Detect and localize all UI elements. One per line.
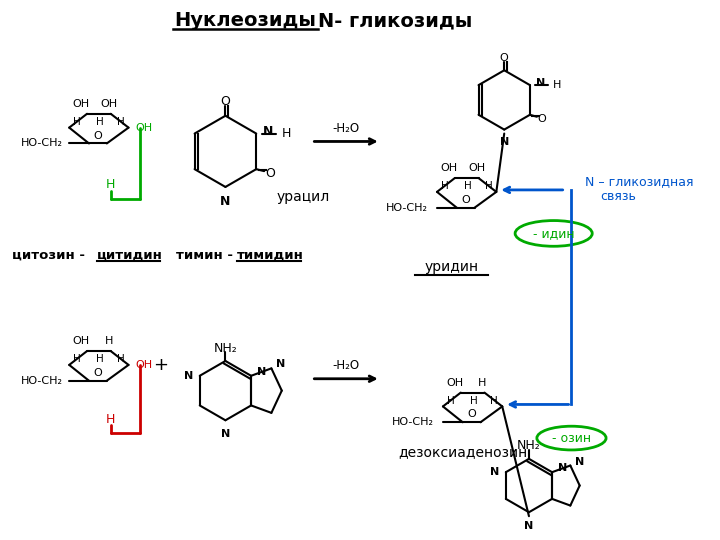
Text: цитозин -: цитозин -: [12, 248, 89, 262]
Text: OH: OH: [136, 123, 153, 133]
Text: OH: OH: [73, 99, 89, 109]
Text: N: N: [221, 429, 230, 439]
Text: H: H: [117, 354, 125, 364]
Text: O: O: [462, 195, 470, 205]
Text: - идин: - идин: [533, 227, 575, 240]
Text: N: N: [264, 125, 274, 138]
Text: OH: OH: [100, 99, 117, 109]
Text: H: H: [73, 117, 81, 127]
Text: H: H: [73, 354, 81, 364]
Text: O: O: [265, 167, 275, 180]
Text: H: H: [464, 181, 472, 191]
Text: H: H: [96, 354, 104, 364]
Text: O: O: [467, 409, 476, 420]
Text: урацил: урацил: [276, 190, 330, 204]
Text: -H₂O: -H₂O: [333, 360, 359, 373]
Text: H: H: [447, 395, 455, 406]
Text: H: H: [469, 395, 477, 406]
Text: N: N: [490, 467, 499, 477]
Text: HO-CH₂: HO-CH₂: [21, 376, 63, 386]
Text: H: H: [96, 117, 104, 127]
Text: H: H: [441, 181, 449, 191]
Text: OH: OH: [441, 163, 457, 173]
Text: H: H: [490, 395, 498, 406]
Text: тимидин: тимидин: [238, 248, 304, 262]
Text: NH₂: NH₂: [214, 342, 238, 355]
Text: OH: OH: [73, 336, 89, 346]
Text: H: H: [117, 117, 125, 127]
Text: H: H: [104, 336, 113, 346]
Text: O: O: [537, 114, 546, 124]
Text: связь: связь: [600, 190, 636, 204]
Text: N: N: [536, 78, 545, 88]
Text: H: H: [478, 377, 487, 388]
Text: тимин -: тимин -: [176, 248, 238, 262]
Text: дезоксиаденозин: дезоксиаденозин: [398, 445, 527, 459]
Text: N: N: [575, 456, 585, 467]
Text: O: O: [220, 96, 230, 109]
Text: N: N: [220, 195, 230, 208]
Text: H: H: [485, 181, 492, 191]
Text: O: O: [94, 131, 102, 140]
Text: -H₂O: -H₂O: [333, 122, 359, 135]
Text: O: O: [94, 368, 102, 378]
Text: OH: OH: [446, 377, 464, 388]
Text: HO-CH₂: HO-CH₂: [392, 417, 434, 427]
Text: O: O: [500, 53, 508, 63]
Text: N: N: [257, 367, 266, 377]
Text: N: N: [184, 371, 193, 381]
Text: HO-CH₂: HO-CH₂: [387, 202, 428, 213]
Text: HO-CH₂: HO-CH₂: [21, 138, 63, 149]
Text: OH: OH: [136, 360, 153, 370]
Text: N: N: [524, 521, 534, 531]
Text: H: H: [106, 413, 115, 426]
Text: цитидин: цитидин: [97, 248, 163, 262]
Text: +: +: [153, 356, 168, 374]
Text: H: H: [282, 127, 292, 140]
Text: H: H: [553, 80, 561, 90]
Text: NH₂: NH₂: [517, 440, 541, 453]
Text: N: N: [500, 137, 509, 146]
Text: N- гликозиды: N- гликозиды: [318, 11, 472, 30]
Text: - озин: - озин: [552, 431, 591, 444]
Text: OH: OH: [468, 163, 485, 173]
Text: N: N: [276, 360, 286, 369]
Text: уридин: уридин: [425, 260, 479, 274]
Text: H: H: [106, 179, 115, 192]
Text: N – гликозидная: N – гликозидная: [585, 176, 694, 188]
Text: N: N: [558, 463, 567, 473]
Text: Нуклеозиды: Нуклеозиды: [174, 11, 316, 30]
